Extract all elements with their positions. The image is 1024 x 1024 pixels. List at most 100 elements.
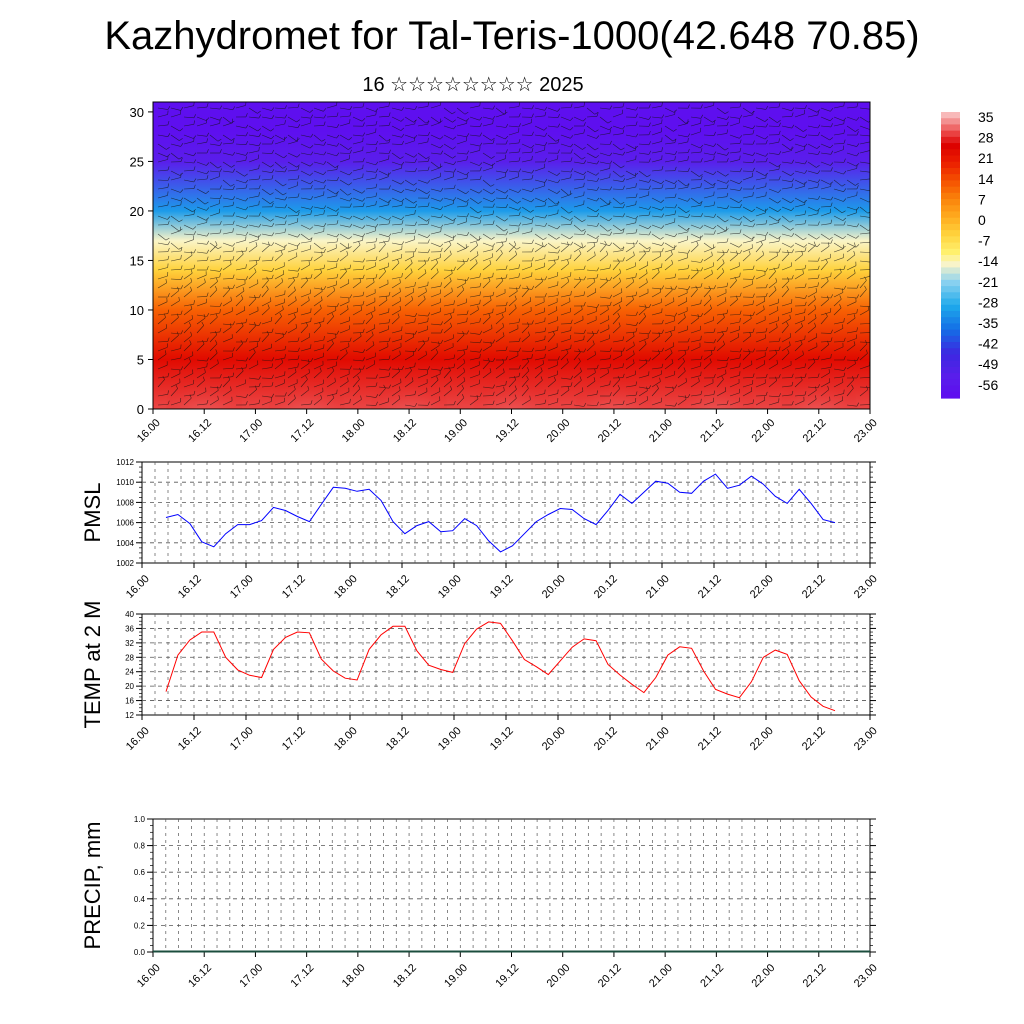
temp-ytick-label-0: 12 — [125, 711, 134, 720]
precip-ytick-label-3: 0.6 — [134, 868, 146, 877]
heatmap-ytick-label-6: 30 — [130, 105, 144, 120]
heatmap-xtick-label-0: 16.00 — [135, 417, 163, 445]
colorbar-segment-30 — [941, 298, 960, 306]
chart-title: Kazhydromet for Tal-Teris-1000(42.648 70… — [104, 14, 920, 58]
heatmap-ytick-label-1: 5 — [137, 352, 144, 367]
precip-xtick-label-9: 20.12 — [596, 962, 624, 990]
heatmap-xtick-label-3: 17.12 — [289, 417, 317, 445]
colorbar-segment-25 — [941, 267, 960, 275]
colorbar-label-2: 21 — [978, 150, 994, 166]
colorbar-segment-36 — [941, 335, 960, 343]
pmsl-series-line-0 — [165, 473, 836, 553]
colorbar-segment-16 — [941, 211, 960, 219]
colorbar-segment-17 — [941, 217, 960, 225]
heatmap-xtick-label-4: 18.00 — [340, 417, 368, 445]
temp-xtick-label-9: 20.12 — [592, 725, 620, 753]
colorbar-segment-42 — [941, 373, 960, 380]
precip-xtick-label-7: 19.12 — [493, 962, 521, 990]
pmsl-xtick-label-12: 22.00 — [748, 573, 776, 601]
wind-barbs — [157, 102, 870, 407]
heatmap-plot — [153, 102, 870, 409]
colorbar-segment-41 — [941, 366, 960, 374]
temp-ytick-label-7: 40 — [125, 610, 134, 619]
temp-xtick-label-10: 21.00 — [644, 725, 672, 753]
precip-ylabel: PRECIP, mm — [80, 822, 105, 950]
colorbar-segment-45 — [941, 391, 960, 399]
temp-series-line-0 — [165, 621, 836, 712]
colorbar-label-5: 0 — [978, 212, 986, 228]
warm-core-6 — [780, 347, 857, 409]
pmsl-xtick-label-0: 16.00 — [124, 573, 152, 601]
precip-xtick-label-2: 17.00 — [237, 962, 265, 990]
precip-xtick-label-6: 19.00 — [442, 962, 470, 990]
temp-ytick-label-1: 16 — [125, 697, 134, 706]
heatmap-ytick-label-3: 15 — [130, 253, 144, 268]
heatmap-ytick-label-4: 20 — [130, 204, 144, 219]
heatmap-ytick-label-2: 10 — [130, 303, 144, 318]
heatmap-xtick-label-1: 16.12 — [186, 417, 214, 445]
temp-xtick-label-8: 20.00 — [540, 725, 568, 753]
temp-xtick-label-1: 16.12 — [176, 725, 204, 753]
colorbar-segment-33 — [941, 317, 960, 324]
temp-xtick-label-4: 18.00 — [332, 725, 360, 753]
colorbar-segment-3 — [941, 130, 960, 138]
precip-xtick-label-12: 22.00 — [749, 962, 777, 990]
pmsl-xtick-label-7: 19.12 — [488, 573, 516, 601]
temp-xtick-label-11: 21.12 — [696, 725, 724, 753]
colorbar-segment-23 — [941, 255, 960, 262]
colorbar-segment-4 — [941, 136, 960, 144]
heatmap-xtick-label-13: 22.12 — [801, 417, 829, 445]
colorbar-segment-13 — [941, 192, 960, 200]
pmsl-xtick-label-10: 21.00 — [644, 573, 672, 601]
colorbar-label-11: -42 — [978, 336, 998, 352]
pmsl-ytick-label-1: 1004 — [116, 539, 134, 548]
pmsl-xtick-label-14: 23.00 — [852, 573, 880, 601]
colorbar-segment-27 — [941, 279, 960, 287]
colorbar-label-7: -14 — [978, 253, 998, 269]
precip-ytick-label-2: 0.4 — [134, 895, 146, 904]
pmsl-panel: 1002 1004 1006 1008 1010 1012 16.00 16.12 17.00 1… — [80, 458, 880, 601]
temp-xtick-label-7: 19.12 — [488, 725, 516, 753]
pmsl-xtick-label-2: 17.00 — [228, 573, 256, 601]
warm-core-2 — [371, 347, 448, 409]
temp-ytick-label-2: 20 — [125, 682, 134, 691]
colorbar-segment-21 — [941, 242, 960, 250]
warm-core-3 — [473, 347, 550, 409]
heatmap-xtick-label-2: 17.00 — [237, 417, 265, 445]
pmsl-xtick-label-3: 17.12 — [280, 573, 308, 601]
temp-xtick-label-5: 18.12 — [384, 725, 412, 753]
colorbar-segment-32 — [941, 310, 960, 318]
colorbar-segment-34 — [941, 323, 960, 331]
heatmap-xtick-label-7: 19.12 — [493, 417, 521, 445]
colorbar-segment-6 — [941, 149, 960, 157]
heatmap-xtick-label-9: 20.12 — [596, 417, 624, 445]
temp-xtick-label-2: 17.00 — [228, 725, 256, 753]
colorbar-label-12: -49 — [978, 356, 998, 372]
pmsl-xtick-label-8: 20.00 — [540, 573, 568, 601]
pmsl-ytick-label-0: 1002 — [116, 559, 134, 568]
precip-ytick-label-4: 0.8 — [134, 842, 146, 851]
colorbar-label-4: 7 — [978, 191, 986, 207]
pmsl-xtick-label-13: 22.12 — [800, 573, 828, 601]
colorbar-segment-43 — [941, 379, 960, 387]
colorbar-segment-24 — [941, 261, 960, 269]
temp-xtick-label-3: 17.12 — [280, 725, 308, 753]
colorbar-segment-29 — [941, 292, 960, 300]
precip-xtick-label-0: 16.00 — [135, 962, 163, 990]
temp-ytick-label-4: 28 — [125, 653, 134, 662]
pmsl-ylabel: PMSL — [80, 483, 105, 543]
colorbar-segment-38 — [941, 348, 960, 356]
heatmap-xtick-label-10: 21.00 — [647, 417, 675, 445]
temp-ylabel: TEMP at 2 M — [80, 601, 105, 729]
temp-xtick-label-14: 23.00 — [852, 725, 880, 753]
pmsl-xtick-label-11: 21.12 — [696, 573, 724, 601]
colorbar-segment-9 — [941, 167, 960, 175]
colorbar-label-6: -7 — [978, 233, 991, 249]
heatmap-xtick-label-6: 19.00 — [442, 417, 470, 445]
heatmap-xtick-label-12: 22.00 — [749, 417, 777, 445]
colorbar-segment-28 — [941, 286, 960, 293]
precip-xtick-label-5: 18.12 — [391, 962, 419, 990]
precip-ytick-label-5: 1.0 — [134, 815, 146, 824]
colorbar-segment-37 — [941, 342, 960, 349]
pmsl-ytick-label-3: 1008 — [116, 498, 134, 507]
